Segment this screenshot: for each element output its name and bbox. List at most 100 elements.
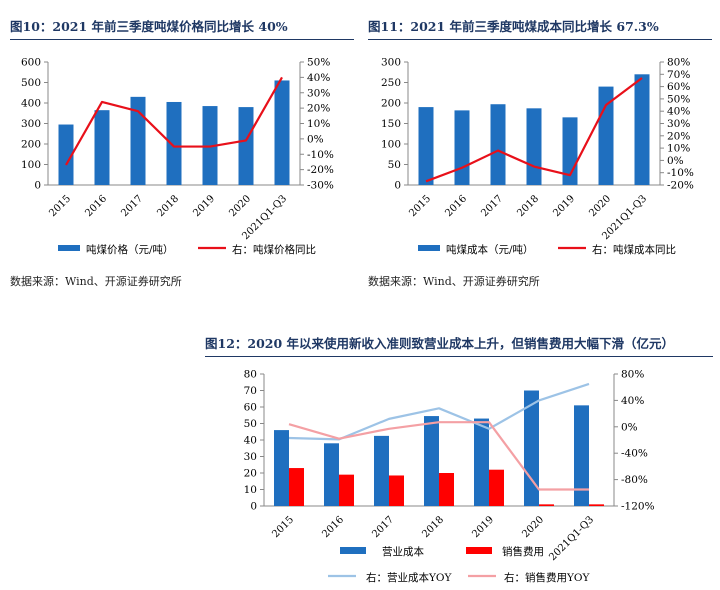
- right-tick-label: 80%: [667, 57, 690, 69]
- figure-title-12: 图12：2020 年以来使用新收入准则致营业成本上升，但销售费用大幅下滑（亿元）: [205, 336, 675, 351]
- right-tick-label: 40%: [667, 106, 690, 118]
- legend-swatch-bar: [58, 245, 80, 251]
- right-tick-label: 50%: [667, 93, 690, 105]
- right-tick-label: 20%: [307, 103, 330, 115]
- figure-title-10: 图10：2021 年前三季度吨煤价格同比增长 40%: [10, 19, 288, 34]
- x-tick-label: 2019: [191, 193, 217, 219]
- x-tick-label: 2016: [320, 514, 346, 540]
- bar-primary: [238, 107, 254, 185]
- x-tick-label: 2015: [47, 193, 73, 219]
- x-tick-label: 2019: [470, 514, 496, 540]
- x-tick-label: 2021Q1-Q3: [547, 514, 596, 563]
- bar-primary: [166, 101, 182, 185]
- source-note-10: 数据来源：Wind、开源证券研究所: [10, 275, 182, 288]
- right-tick-label: -10%: [307, 149, 334, 161]
- left-tick-label: 100: [381, 139, 401, 151]
- series-line-1: [425, 77, 643, 183]
- bar-primary: [424, 416, 439, 506]
- source-note-11: 数据来源：Wind、开源证券研究所: [368, 275, 540, 288]
- left-tick-label: 10: [244, 484, 257, 496]
- x-tick-label: 2019: [551, 193, 577, 219]
- left-tick-label: 200: [21, 139, 41, 151]
- series-line-1: [65, 76, 283, 166]
- chart-fig12: 0 10 20 30 40 50 60 70 80 -120% -80% -40% 0% 40% 80% 20…: [244, 369, 655, 585]
- bar-secondary: [489, 469, 504, 506]
- left-tick-label: 100: [21, 159, 41, 171]
- right-tick-label: -20%: [307, 164, 334, 176]
- bar-primary: [634, 74, 650, 185]
- right-tick-label: 20%: [667, 130, 690, 142]
- right-tick-label: 60%: [667, 81, 690, 93]
- x-tick-label: 2018: [515, 193, 541, 219]
- left-tick-label: 20: [244, 468, 257, 480]
- chart-fig10: 0 100 200 300 400 500 600 -30% -20% -10% 0% 10% 20% 3…: [21, 57, 334, 257]
- legend-swatch-bar: [418, 245, 440, 251]
- series-line-2: [288, 421, 589, 491]
- right-tick-label: 40%: [621, 395, 644, 407]
- legend-label: 右：销售费用YOY: [504, 571, 591, 584]
- left-tick-label: 600: [21, 57, 41, 69]
- right-tick-label: 40%: [307, 72, 330, 84]
- bar-primary: [274, 430, 289, 506]
- bar-primary: [274, 80, 290, 185]
- left-tick-label: 50: [388, 159, 401, 171]
- right-tick-label: -30%: [307, 180, 334, 192]
- title-rule-10: [10, 39, 354, 40]
- left-tick-label: 50: [244, 418, 257, 430]
- legend-label: 吨煤成本（元/吨）: [446, 243, 534, 256]
- right-tick-label: -20%: [667, 180, 694, 192]
- left-tick-label: 150: [381, 118, 401, 130]
- chart-fig11: 0 50 100 150 200 250 300 -20%-10%0%10%20%30%40%…: [381, 57, 694, 257]
- x-tick-label: 2020: [587, 193, 613, 219]
- left-tick-label: 0: [34, 180, 41, 192]
- right-tick-label: 10%: [667, 143, 690, 155]
- legend-label: 右：吨煤价格同比: [232, 243, 316, 256]
- bar-primary: [490, 104, 506, 185]
- bar-primary: [418, 107, 434, 185]
- left-tick-label: 0: [250, 501, 257, 513]
- right-tick-label: -120%: [621, 501, 655, 513]
- right-tick-label: 0%: [307, 133, 324, 145]
- bar-primary: [474, 418, 489, 506]
- x-tick-label: 2018: [420, 514, 446, 540]
- bar-primary: [324, 443, 339, 506]
- left-tick-label: 400: [21, 98, 41, 110]
- left-tick-label: 30: [244, 451, 257, 463]
- bar-primary: [454, 110, 470, 185]
- x-tick-label: 2015: [270, 514, 296, 540]
- right-tick-label: 0%: [621, 421, 638, 433]
- right-tick-label: -80%: [621, 474, 648, 486]
- right-tick-label: 70%: [667, 69, 690, 81]
- bar-secondary: [439, 473, 454, 506]
- legend-label: 销售费用: [502, 545, 544, 558]
- left-tick-label: 70: [244, 385, 257, 397]
- left-tick-label: 0: [394, 180, 401, 192]
- bar-primary: [94, 110, 110, 185]
- x-tick-label: 2020: [227, 193, 253, 219]
- left-tick-label: 300: [381, 57, 401, 69]
- right-tick-label: 30%: [667, 118, 690, 130]
- legend-label: 吨煤价格（元/吨）: [86, 243, 174, 256]
- x-tick-label: 2018: [155, 193, 181, 219]
- x-tick-label: 2017: [119, 193, 145, 219]
- left-tick-label: 40: [244, 435, 257, 447]
- x-tick-label: 2016: [443, 193, 469, 219]
- bar-primary: [574, 405, 589, 506]
- title-rule-12: [205, 356, 713, 357]
- right-tick-label: 50%: [307, 57, 330, 69]
- x-tick-label: 2015: [407, 193, 433, 219]
- x-tick-label: 2016: [83, 193, 109, 219]
- left-tick-label: 60: [244, 402, 257, 414]
- x-tick-label: 2017: [370, 514, 396, 540]
- legend-label: 营业成本: [382, 545, 424, 558]
- legend-swatch-bar: [340, 547, 366, 554]
- left-tick-label: 300: [21, 118, 41, 130]
- legend-label: 右：营业成本YOY: [366, 571, 453, 584]
- bar-secondary: [389, 475, 404, 506]
- left-tick-label: 200: [381, 98, 401, 110]
- x-tick-label: 2020: [520, 514, 546, 540]
- right-tick-label: 0%: [667, 155, 684, 167]
- right-tick-label: -40%: [621, 448, 648, 460]
- bar-primary: [374, 435, 389, 506]
- left-tick-label: 80: [244, 369, 257, 381]
